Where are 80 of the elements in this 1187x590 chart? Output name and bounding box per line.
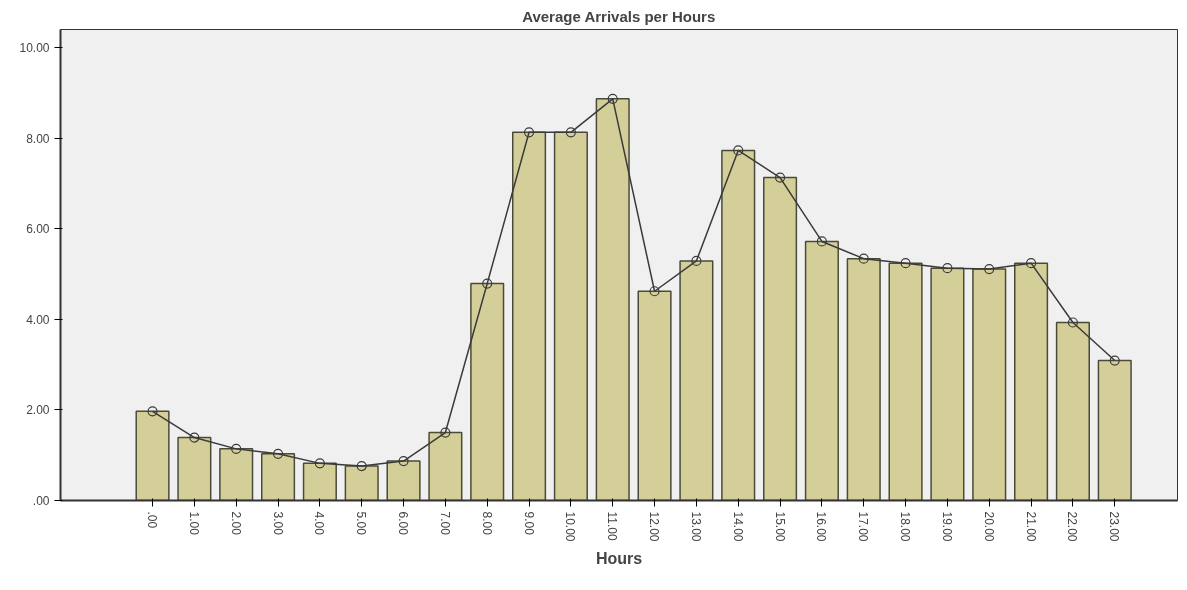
x-tick-label: 21.00 bbox=[1023, 511, 1038, 542]
bar bbox=[177, 436, 212, 501]
x-tick-label: 13.00 bbox=[688, 511, 703, 542]
point bbox=[523, 127, 535, 138]
point bbox=[356, 460, 367, 472]
bar bbox=[763, 176, 798, 501]
point bbox=[900, 258, 911, 269]
point bbox=[1109, 355, 1120, 366]
x-tick-label: .00 bbox=[145, 511, 160, 529]
bar bbox=[553, 131, 588, 501]
x-tick-label: 14.00 bbox=[730, 511, 745, 542]
bar bbox=[637, 290, 672, 501]
x-tick-label: 16.00 bbox=[814, 511, 829, 542]
bar bbox=[846, 257, 881, 501]
bar bbox=[888, 262, 923, 501]
y-tick-label: 4.00 bbox=[26, 312, 50, 327]
bar bbox=[1097, 359, 1132, 501]
x-tick-label: 11.00 bbox=[605, 511, 620, 541]
x-tick-label: 8.00 bbox=[479, 511, 494, 536]
x-tick-label: 2.00 bbox=[228, 511, 243, 536]
x-tick-label: 6.00 bbox=[396, 511, 411, 536]
point bbox=[189, 432, 200, 443]
bar bbox=[804, 240, 839, 501]
point bbox=[147, 406, 158, 417]
bar bbox=[386, 460, 421, 501]
bar bbox=[428, 431, 463, 501]
y-tick-label: 8.00 bbox=[26, 131, 50, 146]
x-tick-label: 19.00 bbox=[939, 511, 954, 542]
point bbox=[816, 236, 827, 247]
x-tick-label: 12.00 bbox=[647, 511, 662, 542]
bar bbox=[344, 465, 379, 501]
x-tick-label: 7.00 bbox=[437, 511, 452, 536]
point bbox=[942, 263, 953, 274]
bar bbox=[930, 267, 965, 501]
point bbox=[440, 427, 451, 438]
x-tick-label: 20.00 bbox=[981, 511, 996, 542]
x-tick-label: 4.00 bbox=[312, 511, 327, 536]
point bbox=[858, 253, 869, 264]
point bbox=[649, 286, 660, 297]
x-tick-label: 22.00 bbox=[1065, 511, 1080, 542]
point bbox=[1025, 258, 1037, 269]
x-axis-title: Hours bbox=[595, 549, 643, 567]
y-tick-label: 6.00 bbox=[26, 222, 50, 237]
chart-title: Average Arrivals per Hours bbox=[522, 7, 716, 25]
bar bbox=[972, 268, 1007, 501]
x-tick-label: 23.00 bbox=[1107, 511, 1122, 542]
point bbox=[984, 263, 995, 275]
x-tick-label: 1.00 bbox=[186, 511, 201, 536]
y-tick-label: 10.00 bbox=[19, 41, 50, 56]
point bbox=[231, 443, 242, 454]
point bbox=[607, 93, 618, 104]
bar bbox=[511, 131, 547, 501]
x-tick-label: 10.00 bbox=[563, 511, 578, 542]
bar bbox=[219, 448, 254, 501]
point bbox=[314, 458, 325, 469]
point bbox=[398, 456, 409, 467]
x-tick-label: 18.00 bbox=[898, 511, 913, 542]
point bbox=[272, 448, 284, 459]
point bbox=[733, 145, 744, 156]
bar bbox=[302, 462, 337, 501]
y-tick-label: 2.00 bbox=[26, 403, 50, 418]
bar bbox=[135, 410, 170, 501]
x-tick-label: 5.00 bbox=[354, 511, 369, 536]
bar bbox=[1055, 321, 1090, 501]
point bbox=[1067, 317, 1079, 328]
bar bbox=[1014, 262, 1049, 501]
y-tick-label: .00 bbox=[32, 494, 50, 508]
bar bbox=[595, 98, 630, 501]
x-tick-label: 15.00 bbox=[772, 511, 787, 542]
point bbox=[565, 127, 576, 138]
x-tick-label: 17.00 bbox=[856, 511, 871, 542]
x-tick-label: 3.00 bbox=[270, 511, 285, 536]
bar bbox=[721, 149, 756, 501]
x-tick-label: 9.00 bbox=[521, 511, 536, 536]
point bbox=[774, 172, 786, 183]
bar bbox=[470, 282, 505, 501]
point bbox=[691, 255, 702, 267]
bar bbox=[260, 453, 296, 501]
point bbox=[482, 278, 493, 289]
bar bbox=[679, 260, 714, 501]
